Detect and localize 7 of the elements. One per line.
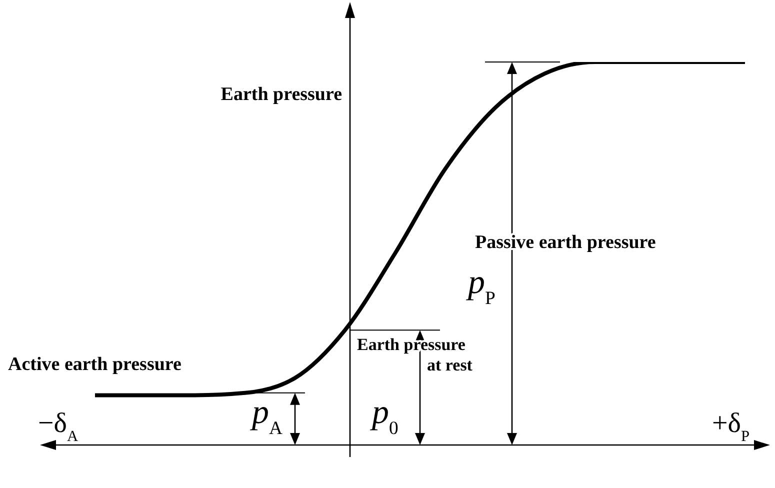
annotation: Active earth pressure	[8, 354, 182, 375]
annotation: p$_{P}$	[466, 264, 496, 308]
annotation: −δ$_{A}$	[38, 408, 78, 444]
y-axis-title: Earth pressure	[220, 84, 342, 105]
annotation: +δ$_{P}$	[712, 408, 750, 444]
annotation: p$_{0}$	[370, 394, 398, 438]
annotation: p$_{A}$	[250, 394, 283, 438]
